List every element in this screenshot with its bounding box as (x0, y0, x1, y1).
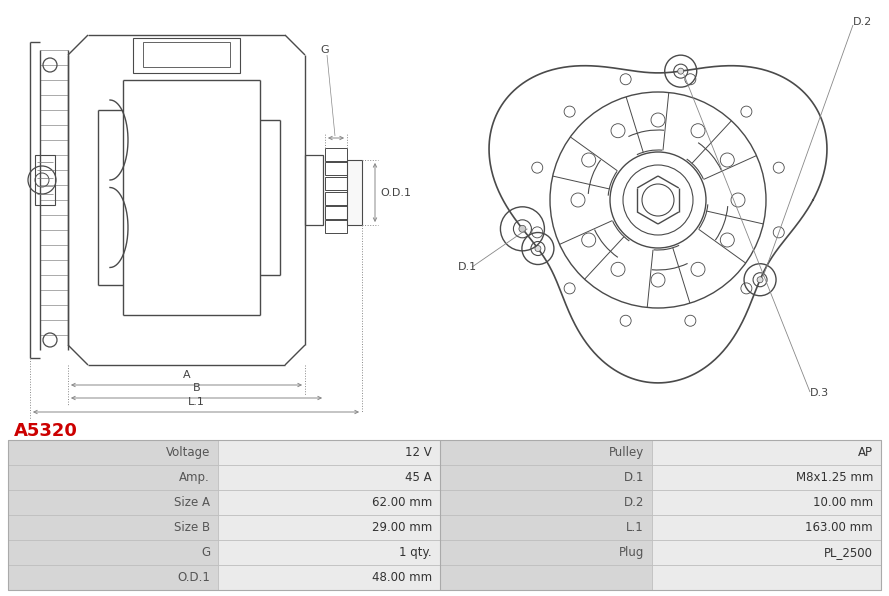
Text: 10.00 mm: 10.00 mm (813, 496, 873, 509)
Text: D.2: D.2 (623, 496, 644, 509)
Bar (325, 206, 347, 219)
Text: L.1: L.1 (626, 521, 644, 534)
Text: G: G (201, 546, 210, 559)
Bar (440, 540, 652, 565)
Bar (218, 540, 440, 565)
Text: Voltage: Voltage (165, 446, 210, 459)
Text: 62.00 mm: 62.00 mm (372, 496, 432, 509)
Bar (8, 465, 218, 490)
Bar (652, 515, 881, 540)
Circle shape (757, 277, 763, 283)
Bar (143, 42, 230, 67)
Text: PL_2500: PL_2500 (824, 546, 873, 559)
Bar (652, 440, 881, 465)
Bar (652, 490, 881, 515)
Text: Pulley: Pulley (609, 446, 644, 459)
Text: D.1: D.1 (623, 471, 644, 484)
Text: D.2: D.2 (853, 17, 872, 27)
Bar (440, 565, 652, 590)
Bar (218, 515, 440, 540)
Bar (325, 162, 347, 175)
Text: 48.00 mm: 48.00 mm (372, 571, 432, 584)
Text: O.D.1: O.D.1 (177, 571, 210, 584)
Text: M8x1.25 mm: M8x1.25 mm (796, 471, 873, 484)
Text: AP: AP (858, 446, 873, 459)
Bar (440, 490, 652, 515)
Bar (8, 440, 218, 465)
Bar (652, 540, 881, 565)
Text: Size A: Size A (174, 496, 210, 509)
Bar (218, 465, 440, 490)
Text: B: B (193, 383, 200, 393)
Bar (325, 192, 347, 205)
Bar (35, 155, 55, 205)
Text: 12 V: 12 V (405, 446, 432, 459)
Bar (440, 465, 652, 490)
Text: 45 A: 45 A (405, 471, 432, 484)
Text: L.1: L.1 (188, 397, 204, 407)
Text: O.D.1: O.D.1 (380, 188, 411, 197)
Bar (652, 465, 881, 490)
Bar (8, 440, 881, 590)
Text: D.3: D.3 (810, 388, 829, 398)
Text: Size B: Size B (174, 521, 210, 534)
Text: 29.00 mm: 29.00 mm (372, 521, 432, 534)
Bar (440, 440, 652, 465)
Text: 163.00 mm: 163.00 mm (805, 521, 873, 534)
Bar (218, 565, 440, 590)
Bar (325, 148, 347, 161)
Bar (440, 515, 652, 540)
Circle shape (519, 225, 526, 232)
Text: Amp.: Amp. (180, 471, 210, 484)
Text: Plug: Plug (619, 546, 644, 559)
Text: D.1: D.1 (458, 262, 477, 272)
Circle shape (535, 246, 541, 252)
Bar (8, 540, 218, 565)
Text: G: G (320, 45, 329, 55)
Text: A: A (182, 370, 190, 380)
Bar (8, 565, 218, 590)
Bar (8, 515, 218, 540)
Bar (325, 177, 347, 190)
Bar (347, 160, 362, 225)
Text: 1 qty.: 1 qty. (399, 546, 432, 559)
Bar (305, 155, 323, 225)
Bar (133, 38, 240, 73)
Bar (218, 440, 440, 465)
Bar (325, 220, 347, 233)
Bar (652, 565, 881, 590)
Bar (218, 490, 440, 515)
Circle shape (677, 68, 684, 74)
Text: A5320: A5320 (14, 422, 78, 440)
Bar (8, 490, 218, 515)
